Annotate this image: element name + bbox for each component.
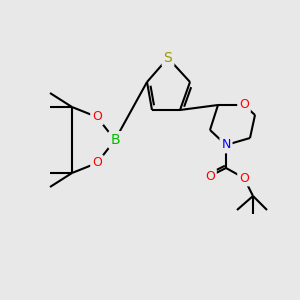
Text: O: O	[92, 110, 102, 124]
Text: B: B	[110, 133, 120, 147]
Text: O: O	[205, 169, 215, 182]
Text: O: O	[92, 157, 102, 169]
Text: S: S	[164, 51, 172, 65]
Text: O: O	[239, 98, 249, 112]
Text: O: O	[239, 172, 249, 184]
Text: N: N	[221, 139, 231, 152]
